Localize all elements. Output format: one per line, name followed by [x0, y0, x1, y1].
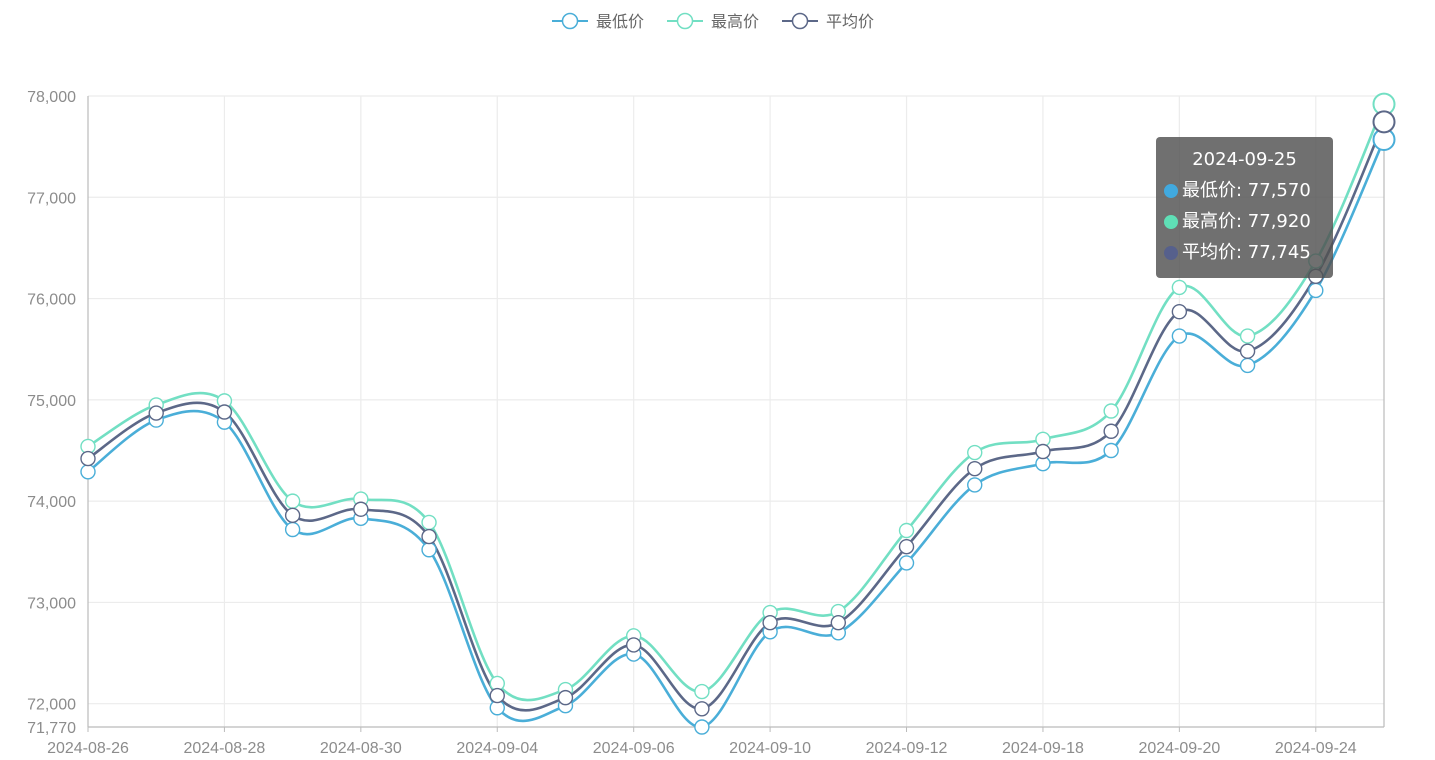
y-tick-label: 73,000	[27, 595, 76, 612]
data-point-min[interactable]	[284, 521, 301, 538]
x-tick-label: 2024-09-20	[1138, 740, 1220, 757]
grid-layer	[88, 95, 1384, 727]
data-point-avg[interactable]	[1035, 443, 1051, 460]
legend-label-min: 最低价	[596, 12, 644, 31]
data-point-min[interactable]	[80, 464, 96, 480]
data-point-avg[interactable]	[284, 507, 301, 524]
tooltip-text-min: 最低价: 77,570	[1182, 180, 1311, 201]
tooltip: 2024-09-25 最低价: 77,570 最高价: 77,920 平均价: …	[1156, 137, 1333, 278]
legend-label-avg: 平均价	[826, 12, 874, 31]
data-point-avg[interactable]	[80, 450, 96, 467]
data-point-avg[interactable]	[216, 404, 233, 420]
x-tick-label: 2024-09-10	[729, 740, 811, 757]
data-point-avg[interactable]	[898, 539, 915, 555]
tooltip-row-max: 最高价: 77,920	[1156, 206, 1333, 237]
tooltip-row-avg: 平均价: 77,745	[1156, 237, 1333, 268]
data-point-avg[interactable]	[557, 689, 574, 706]
data-point-avg[interactable]	[762, 614, 778, 631]
y-tick-label: 72,000	[27, 697, 76, 714]
tooltip-text-avg: 平均价: 77,745	[1182, 242, 1311, 263]
data-point-min[interactable]	[694, 719, 710, 735]
tooltip-dot-min	[1164, 183, 1178, 198]
data-point-max[interactable]	[898, 522, 915, 539]
data-point-min[interactable]	[1308, 282, 1324, 299]
data-point-min[interactable]	[967, 477, 983, 493]
data-point-avg[interactable]	[1171, 304, 1188, 320]
data-point-max[interactable]	[1103, 403, 1119, 419]
data-point-avg[interactable]	[1239, 343, 1256, 359]
x-tick-label: 2024-09-18	[1002, 740, 1084, 757]
data-point-avg[interactable]	[830, 614, 847, 631]
y-tick-label: 78,000	[27, 89, 76, 106]
data-point-min[interactable]	[1239, 357, 1256, 374]
data-point-avg[interactable]	[1103, 423, 1119, 439]
x-tick-label: 2024-09-12	[866, 740, 948, 757]
data-point-avg[interactable]	[489, 687, 505, 704]
y-tick-label: 76,000	[27, 292, 76, 309]
legend-item-avg[interactable]: 平均价	[782, 12, 874, 31]
data-point-max[interactable]	[284, 493, 301, 509]
tooltip-dot-avg	[1164, 245, 1178, 260]
y-tick-label: 71,770	[27, 720, 76, 737]
data-point-avg[interactable]	[148, 405, 164, 421]
tooltip-text-max: 最高价: 77,920	[1182, 211, 1311, 232]
legend-marker-avg	[791, 12, 809, 30]
data-point-min[interactable]	[421, 542, 437, 558]
y-tick-label: 77,000	[27, 190, 76, 207]
x-tick-label: 2024-08-28	[183, 740, 265, 757]
data-point-max[interactable]	[1171, 279, 1188, 296]
data-point-min[interactable]	[1103, 442, 1119, 459]
tooltip-date: 2024-09-25	[1192, 149, 1297, 170]
data-point-avg[interactable]	[694, 701, 710, 717]
data-point-max[interactable]	[421, 514, 437, 531]
x-tick-label: 2024-09-06	[593, 740, 675, 757]
legend-marker-min	[561, 12, 579, 30]
x-tick-label: 2024-08-26	[47, 740, 129, 757]
legend-label-max: 最高价	[711, 12, 759, 31]
data-point-avg[interactable]	[967, 461, 983, 477]
x-tick-label: 2024-08-30	[320, 740, 402, 757]
axis-layer: 78,000 77,000 76,000 75,000 74,000 73,000 72,0…	[27, 89, 1385, 757]
y-tick-label: 75,000	[27, 393, 76, 410]
legend-item-min[interactable]: 最低价	[552, 12, 644, 31]
data-point-max[interactable]	[694, 683, 710, 700]
tooltip-row-min: 最低价: 77,570	[1156, 175, 1333, 206]
data-point-avg[interactable]	[353, 501, 369, 517]
x-tick-label: 2024-09-24	[1275, 740, 1357, 757]
data-point-min[interactable]	[898, 555, 915, 571]
data-point-max[interactable]	[1239, 328, 1256, 344]
y-tick-label: 74,000	[27, 494, 76, 511]
legend-marker-max	[676, 12, 694, 30]
tooltip-dot-max	[1164, 214, 1178, 229]
data-point-avg[interactable]	[1372, 110, 1396, 134]
data-point-min[interactable]	[1171, 328, 1188, 344]
legend[interactable]: 最低价 最高价 平均价	[552, 12, 874, 31]
data-point-avg[interactable]	[421, 528, 437, 545]
x-tick-label: 2024-09-04	[456, 740, 538, 757]
legend-item-max[interactable]: 最高价	[667, 12, 759, 31]
data-point-avg[interactable]	[625, 637, 642, 653]
data-point-max[interactable]	[967, 444, 983, 461]
